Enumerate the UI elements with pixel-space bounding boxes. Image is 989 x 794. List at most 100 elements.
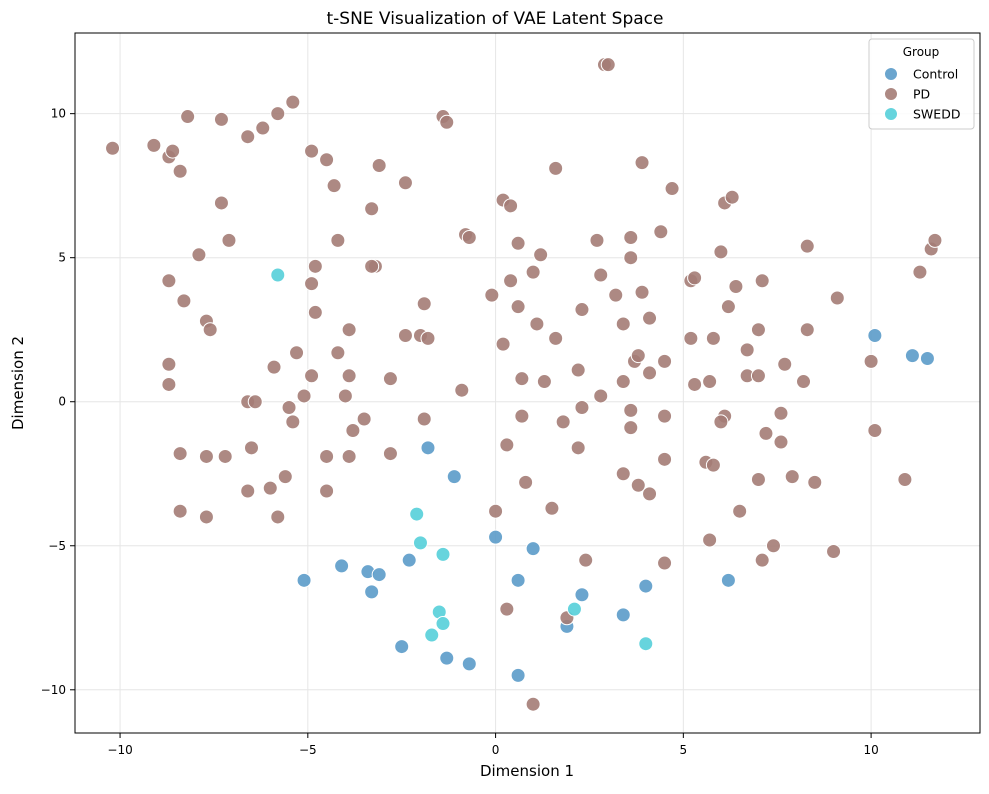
point-pd <box>146 137 162 153</box>
point-pd <box>397 327 413 343</box>
point-pd <box>574 399 590 415</box>
point-pd <box>161 356 177 372</box>
point-pd <box>165 143 181 159</box>
point-control <box>296 572 312 588</box>
point-pd <box>341 368 357 384</box>
point-pd <box>221 232 237 248</box>
point-control <box>364 584 380 600</box>
point-pd <box>514 408 530 424</box>
point-pd <box>461 230 477 246</box>
point-pd <box>653 224 669 240</box>
point-pd <box>499 437 515 453</box>
point-pd <box>702 532 718 548</box>
point-control <box>394 639 410 655</box>
point-pd <box>574 302 590 318</box>
y-tick-label: −10 <box>41 683 66 697</box>
point-pd <box>161 273 177 289</box>
point-pd <box>799 238 815 254</box>
point-pd <box>750 472 766 488</box>
point-pd <box>503 198 519 214</box>
point-pd <box>623 230 639 246</box>
point-pd <box>525 264 541 280</box>
point-pd <box>488 503 504 519</box>
point-pd <box>198 509 214 525</box>
legend: Group Control PD SWEDD <box>868 38 975 130</box>
point-pd <box>829 290 845 306</box>
point-pd <box>705 457 721 473</box>
point-pd <box>356 411 372 427</box>
point-pd <box>657 451 673 467</box>
point-pd <box>326 178 342 194</box>
legend-marker-pd <box>884 87 898 101</box>
point-pd <box>319 483 335 499</box>
point-pd <box>503 273 519 289</box>
point-pd <box>337 388 353 404</box>
point-pd <box>570 440 586 456</box>
point-pd <box>897 472 913 488</box>
point-pd <box>784 469 800 485</box>
point-pd <box>912 264 928 280</box>
point-control <box>510 667 526 683</box>
point-control <box>525 541 541 557</box>
point-pd <box>758 425 774 441</box>
y-tick-label: −5 <box>48 539 66 553</box>
point-pd <box>285 94 301 110</box>
point-control <box>919 351 935 367</box>
point-pd <box>773 434 789 450</box>
point-pd <box>281 399 297 415</box>
point-pd <box>657 408 673 424</box>
point-pd <box>514 371 530 387</box>
y-tick-label: 0 <box>58 395 66 409</box>
point-pd <box>484 287 500 303</box>
point-pd <box>615 466 631 482</box>
legend-label-pd: PD <box>913 87 930 102</box>
x-tick-label: −5 <box>299 743 317 757</box>
point-swedd <box>638 636 654 652</box>
point-pd <box>750 322 766 338</box>
point-pd <box>536 374 552 390</box>
point-pd <box>420 330 436 346</box>
point-pd <box>600 57 616 73</box>
legend-box <box>868 38 975 130</box>
point-pd <box>382 446 398 462</box>
y-tick-label: 5 <box>58 251 66 265</box>
x-axis-label: Dimension 1 <box>480 762 574 780</box>
point-pd <box>728 278 744 294</box>
point-pd <box>664 181 680 197</box>
point-pd <box>705 330 721 346</box>
axis-ticks: −10 −5 0 5 10 −10 −5 0 5 10 <box>41 107 879 757</box>
point-pd <box>623 420 639 436</box>
point-pd <box>307 304 323 320</box>
point-pd <box>262 480 278 496</box>
point-pd <box>270 509 286 525</box>
point-control <box>488 529 504 545</box>
point-pd <box>243 440 259 456</box>
legend-marker-control <box>884 67 898 81</box>
point-pd <box>826 544 842 560</box>
point-pd <box>687 270 703 286</box>
point-pd <box>533 247 549 263</box>
point-pd <box>765 538 781 554</box>
point-control <box>446 469 462 485</box>
point-pd <box>330 345 346 361</box>
point-control <box>615 607 631 623</box>
point-pd <box>732 503 748 519</box>
y-tick-label: 10 <box>51 107 66 121</box>
point-pd <box>642 486 658 502</box>
point-pd <box>615 316 631 332</box>
point-pd <box>247 394 263 410</box>
x-tick-label: 5 <box>680 743 688 757</box>
point-pd <box>397 175 413 191</box>
point-pd <box>277 469 293 485</box>
point-swedd <box>566 601 582 617</box>
point-pd <box>510 299 526 315</box>
point-control <box>401 552 417 568</box>
legend-label-swedd: SWEDD <box>913 107 960 122</box>
point-pd <box>255 120 271 136</box>
point-pd <box>341 322 357 338</box>
point-pd <box>266 359 282 375</box>
point-control <box>420 440 436 456</box>
point-pd <box>191 247 207 263</box>
point-pd <box>510 235 526 251</box>
